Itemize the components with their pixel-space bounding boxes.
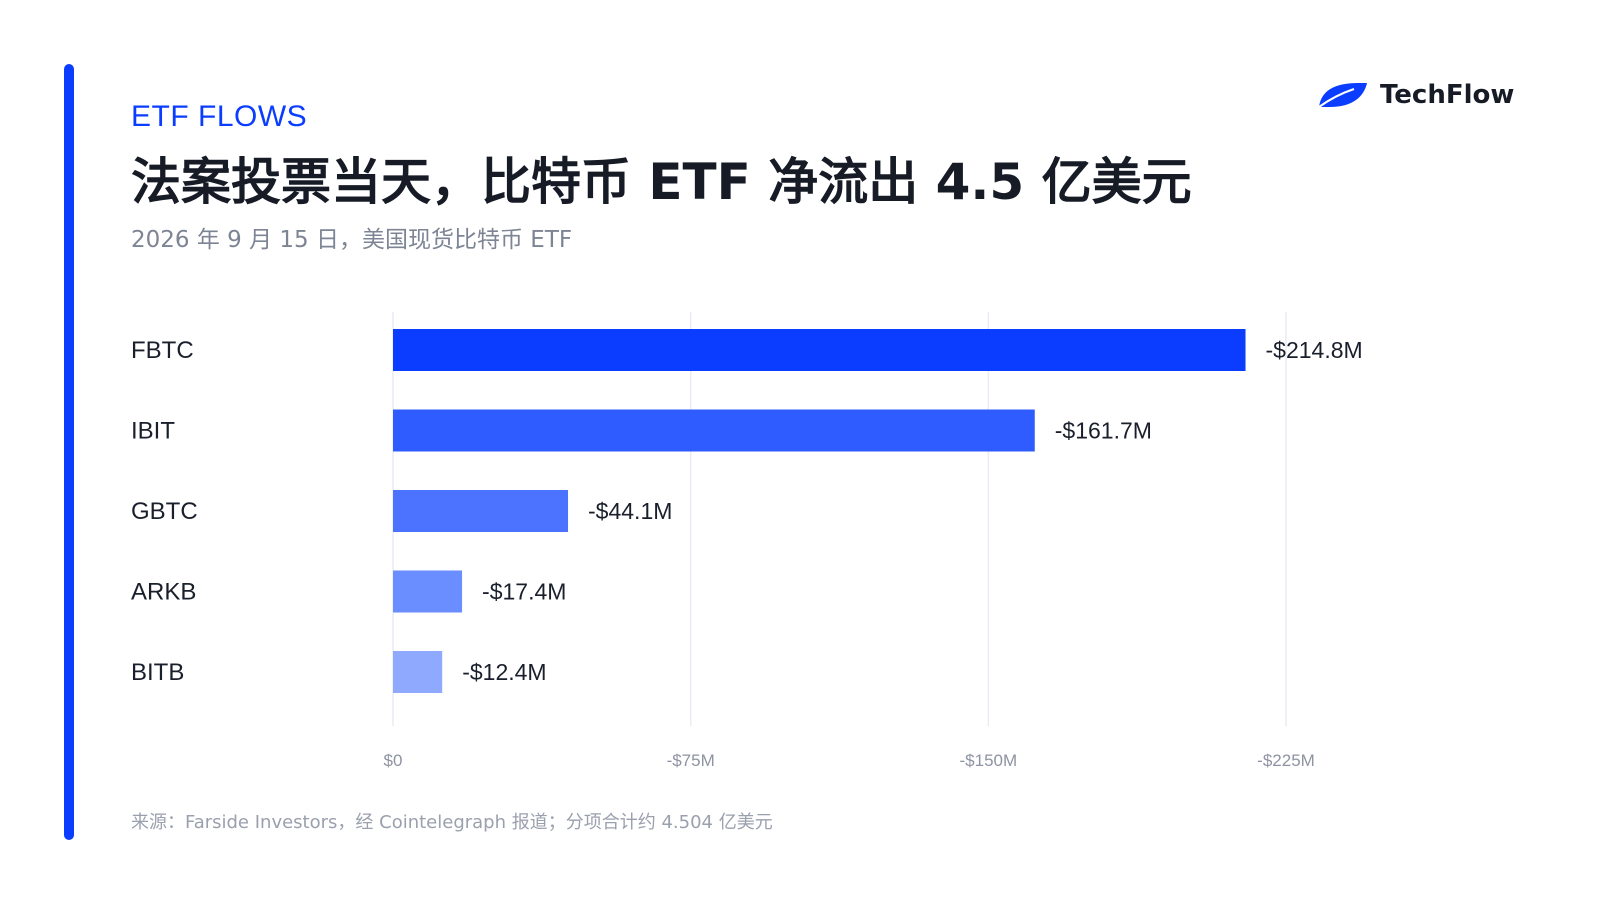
x-tick-label: -$75M — [667, 751, 715, 770]
source-footnote: 来源：Farside Investors，经 Cointelegraph 报道；… — [131, 812, 773, 833]
accent-rail — [64, 64, 74, 840]
value-label: -$12.4M — [462, 659, 546, 685]
bar-layer — [393, 329, 1246, 693]
category-label: GBTC — [131, 498, 198, 525]
value-label: -$17.4M — [482, 579, 566, 605]
x-tick-label: -$225M — [1257, 751, 1315, 770]
brand-name: TechFlow — [1380, 80, 1515, 110]
label-layer: FBTC -$214.8M IBIT -$161.7M GBTC -$44.1M ARKB -… — [131, 337, 1363, 686]
brand: TechFlow — [1318, 80, 1514, 110]
bar — [393, 651, 443, 693]
bar — [393, 490, 569, 532]
value-label: -$44.1M — [588, 498, 672, 524]
bar — [393, 409, 1035, 452]
value-label: -$161.7M — [1055, 418, 1152, 444]
chart-title: 法案投票当天，比特币 ETF 净流出 4.5 亿美元 — [131, 153, 1192, 211]
bar — [393, 329, 1246, 371]
tick-layer: $0 -$75M -$150M -$225M — [384, 751, 1315, 770]
category-label: BITB — [131, 659, 184, 686]
value-label: -$214.8M — [1266, 337, 1363, 363]
chart-subtitle: 2026 年 9 月 15 日，美国现货比特币 ETF — [131, 227, 573, 253]
leaf-logo-icon — [1318, 83, 1367, 108]
category-label: ARKB — [131, 579, 196, 606]
x-tick-label: $0 — [384, 751, 403, 770]
category-label: IBIT — [131, 418, 175, 445]
bar — [393, 570, 463, 613]
category-label: FBTC — [131, 337, 194, 364]
x-tick-label: -$150M — [960, 751, 1018, 770]
section-kicker: ETF FLOWS — [131, 100, 308, 133]
